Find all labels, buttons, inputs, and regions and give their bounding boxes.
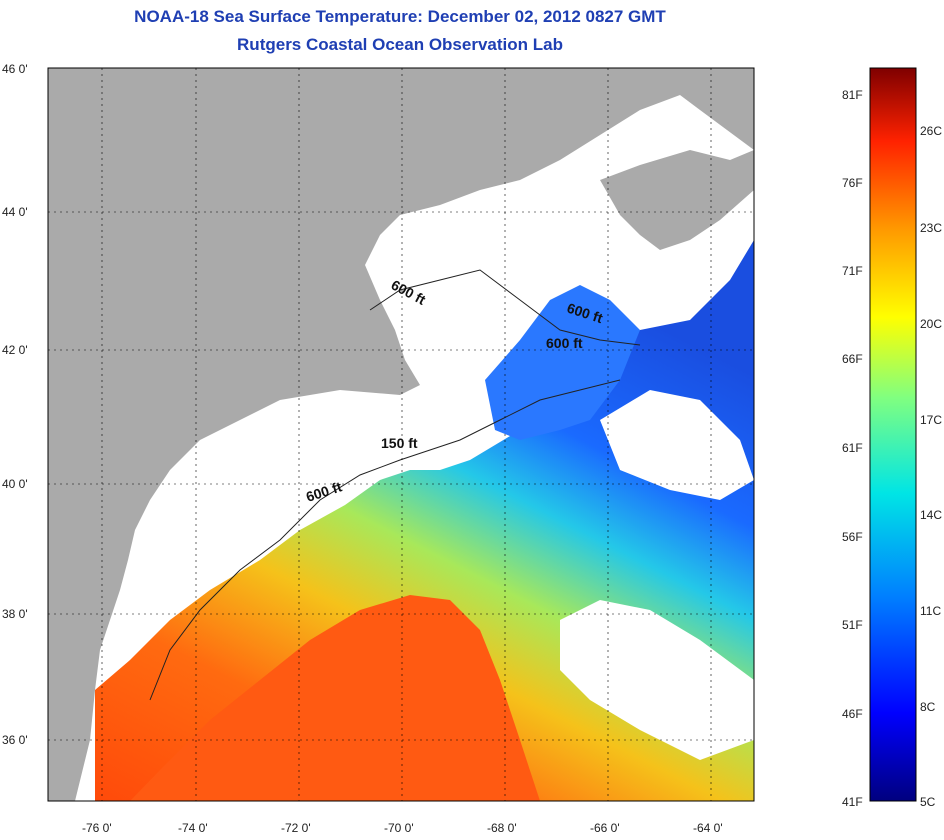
colorbar: [869, 67, 917, 802]
warm-core: [130, 595, 540, 801]
colorbar-c-label: 26C: [920, 124, 943, 138]
colorbar-f-label: 51F: [842, 618, 863, 632]
contour-line: [369, 269, 641, 346]
graticule: [48, 68, 754, 801]
colorbar-c-label: 11C: [920, 604, 942, 618]
colorbar-f-label: 71F: [842, 264, 863, 278]
lon-label: -66 0': [590, 821, 620, 835]
lat-label: 46 0': [2, 62, 28, 76]
lon-label: -64 0': [693, 821, 723, 835]
contour-line: [149, 379, 621, 701]
colorbar-f-label: 41F: [842, 795, 863, 809]
land-us: [48, 68, 754, 801]
colorbar-f-label: 81F: [842, 88, 863, 102]
colorbar-c-label: 20C: [920, 317, 943, 331]
contour-label: 150 ft: [381, 435, 418, 451]
colorbar-c-label: 17C: [920, 413, 943, 427]
colorbar-c-label: 8C: [920, 700, 936, 714]
colorbar-f-label: 76F: [842, 176, 863, 190]
lon-label: -68 0': [487, 821, 517, 835]
map-frame: [47, 67, 755, 802]
lon-label: -72 0': [281, 821, 311, 835]
lon-label: -74 0': [178, 821, 208, 835]
colorbar-f-label: 46F: [842, 707, 863, 721]
colorbar-f-label: 56F: [842, 530, 863, 544]
lat-label: 36 0': [2, 733, 28, 747]
cloud-blob: [600, 390, 754, 500]
lon-label: -76 0': [82, 821, 112, 835]
colorbar-c-label: 14C: [920, 508, 943, 522]
colorbar-c-label: 23C: [920, 221, 943, 235]
lat-label: 42 0': [2, 343, 28, 357]
contour-label: 600 ft: [546, 335, 583, 351]
land-nova-scotia: [600, 150, 754, 250]
lat-label: 44 0': [2, 205, 28, 219]
lat-label: 40 0': [2, 477, 28, 491]
cold-patch-north: [485, 285, 640, 440]
colorbar-f-label: 61F: [842, 441, 863, 455]
colorbar-c-label: 5C: [920, 795, 936, 809]
lon-label: -70 0': [384, 821, 414, 835]
map-subtitle: Rutgers Coastal Ocean Observation Lab: [237, 35, 563, 54]
cloud-blob: [560, 600, 754, 760]
map-title: NOAA-18 Sea Surface Temperature: Decembe…: [134, 7, 666, 26]
colorbar-f-label: 66F: [842, 352, 863, 366]
lat-label: 38 0': [2, 607, 28, 621]
